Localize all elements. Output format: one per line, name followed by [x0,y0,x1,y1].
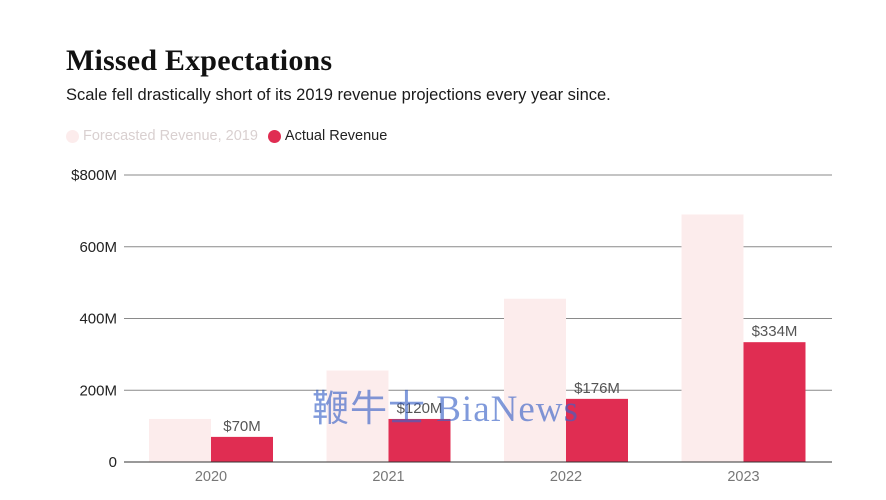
legend-label-actual: Actual Revenue [284,128,388,144]
bar-forecast [326,370,389,462]
data-label: $176M [574,380,620,397]
bar-forecast [149,418,211,462]
bar-forecast [681,214,744,462]
y-tick-label: $800M [71,167,117,184]
chart-legend: Forecasted Revenue, 2019 Actual Revenue [66,128,397,144]
legend-swatch-forecast [66,129,79,143]
bar-actual [743,342,806,462]
watermark-logo: 鞭牛士 BiaNews [312,389,579,430]
x-tick-label: 2022 [550,469,582,485]
x-tick-label: 2023 [727,469,759,485]
data-label: $70M [223,418,261,435]
y-tick-label: 600M [79,239,117,256]
chart-subtitle: Scale fell drastically short of its 2019… [66,86,611,104]
y-tick-label: 0 [109,454,117,471]
y-tick-label: 400M [79,311,117,328]
y-tick-label: 200M [79,382,117,399]
legend-swatch-actual [267,129,281,143]
legend-item-actual: Actual Revenue [267,128,388,144]
legend-label-forecast: Forecasted Revenue, 2019 [83,128,258,144]
chart-title: Missed Expectations [66,44,333,77]
x-tick-label: 2021 [372,469,404,485]
data-label: $120M [397,400,443,417]
x-tick-label: 2020 [195,469,227,485]
bar-forecast [504,298,566,462]
bar-actual [388,418,451,462]
data-label: $334M [752,323,798,340]
legend-item-forecast: Forecasted Revenue, 2019 [66,128,258,144]
bar-actual [566,398,628,462]
bar-actual [211,436,273,462]
